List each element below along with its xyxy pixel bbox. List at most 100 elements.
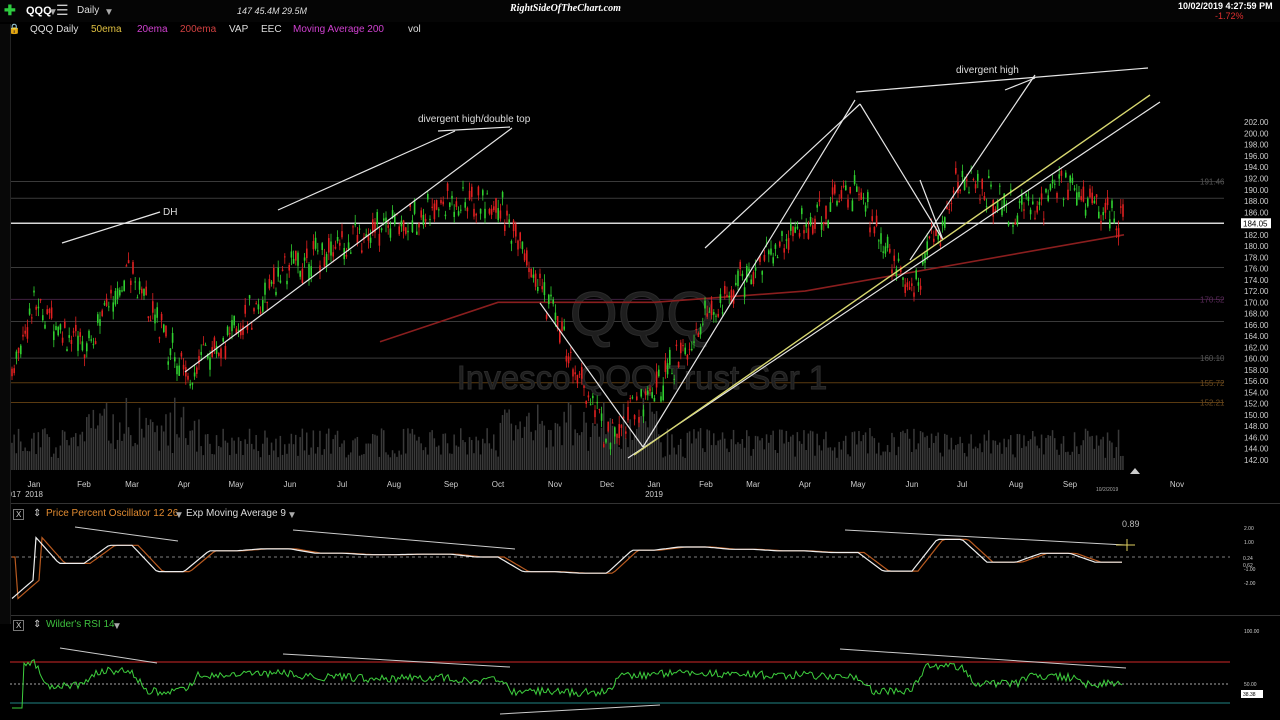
candle-body — [974, 184, 977, 189]
rsi-dropdown-icon[interactable]: ▼ — [112, 621, 122, 632]
overlay-label-7[interactable]: vol — [408, 24, 421, 35]
rsi-close-icon[interactable]: X — [13, 620, 25, 631]
volume-bar — [684, 457, 686, 470]
volume-bar — [147, 425, 150, 470]
overlay-label-6[interactable]: Moving Average 200 — [293, 24, 384, 35]
candle-body — [1095, 194, 1098, 198]
symbol-dropdown-icon[interactable]: ▼ — [48, 7, 58, 18]
y-tick-label: 164.00 — [1244, 332, 1269, 341]
candle-body — [13, 368, 15, 374]
volume-bar — [112, 414, 114, 470]
candle-body — [526, 250, 528, 266]
trendline — [919, 179, 944, 241]
candle-body — [886, 236, 889, 248]
volume-bar — [831, 450, 834, 470]
volume-bar — [68, 445, 70, 470]
volume-bar — [523, 426, 526, 470]
volume-bar — [409, 433, 411, 470]
ppo-drag-icon[interactable]: ⇕ — [33, 508, 42, 519]
candle-body — [207, 354, 209, 359]
volume-bar — [202, 455, 205, 470]
ppo-close-icon[interactable]: X — [13, 509, 25, 520]
volume-bar — [303, 450, 306, 470]
candle-body — [897, 258, 900, 261]
overlay-label-3[interactable]: 200ema — [180, 24, 217, 35]
candle-body — [979, 199, 981, 201]
volume-bar — [374, 434, 376, 470]
volume-bar — [761, 438, 763, 470]
volume-bar — [477, 440, 480, 470]
rsi-divergence-line — [59, 647, 158, 664]
trendline — [437, 126, 511, 132]
overlay-label-5[interactable]: EEC — [261, 24, 282, 35]
x-tick-year-prefix: 2017 — [3, 490, 21, 499]
candle-body — [405, 227, 407, 234]
volume-bar — [31, 438, 33, 470]
volume-bar — [508, 409, 510, 470]
overlay-label-1[interactable]: 50ema — [91, 24, 122, 35]
volume-bar — [787, 441, 790, 470]
volume-bar — [792, 434, 794, 470]
ppo-ma-label[interactable]: Exp Moving Average 9 — [186, 508, 286, 519]
candle-body — [1054, 183, 1056, 185]
y-tick-label: 186.00 — [1244, 208, 1269, 217]
volume-bar — [611, 425, 614, 470]
y-tick-label: 156.00 — [1244, 377, 1269, 386]
volume-bar — [493, 434, 495, 470]
ppo-dropdown-icon[interactable]: ▼ — [174, 510, 184, 521]
overlay-qqq-daily[interactable]: 🔒 — [8, 24, 20, 35]
candle-body — [994, 208, 997, 213]
candle-body — [1038, 201, 1041, 205]
candle-body — [1093, 200, 1096, 204]
candle-body — [611, 422, 614, 424]
candle-body — [121, 290, 123, 292]
candle-body — [721, 312, 724, 314]
volume-bar — [251, 443, 253, 470]
volume-bar — [361, 454, 363, 470]
volume-bar — [655, 411, 658, 470]
volume-bar — [774, 450, 777, 470]
candle-body — [581, 367, 583, 379]
volume-bar — [244, 439, 246, 470]
symbol-input[interactable]: QQQ — [26, 5, 52, 17]
rsi-drag-icon[interactable]: ⇕ — [33, 619, 42, 630]
candle-body — [1018, 201, 1021, 203]
side-toolbar[interactable] — [0, 24, 11, 624]
candle-body — [809, 216, 812, 226]
candle-body — [1062, 199, 1065, 201]
ppo-ma-dropdown-icon[interactable]: ▼ — [287, 510, 297, 521]
add-chart-icon[interactable]: ✚ — [4, 2, 16, 18]
volume-bar — [911, 451, 913, 470]
candle-body — [246, 325, 249, 330]
rsi-label[interactable]: Wilder's RSI 14 — [46, 619, 115, 630]
ppo-label[interactable]: Price Percent Oscillator 12 26 — [46, 508, 179, 519]
volume-bar — [721, 432, 724, 470]
candle-body — [519, 232, 521, 241]
candle-body — [218, 353, 220, 356]
volume-bar — [119, 422, 121, 470]
candle-body — [317, 250, 319, 252]
candle-body — [616, 433, 618, 438]
interval-dropdown-icon[interactable]: ▼ — [104, 7, 114, 18]
y-tick-label: 190.00 — [1244, 186, 1269, 195]
rsi-value-label: 38.38 — [1243, 692, 1256, 698]
candle-body — [204, 344, 207, 346]
volume-bar — [867, 453, 869, 470]
ppo-mark-label: 0.62 — [1243, 563, 1253, 569]
y-tick-label: 192.00 — [1244, 175, 1269, 184]
candle-body — [955, 167, 957, 174]
overlay-label-0[interactable]: QQQ Daily — [30, 24, 79, 35]
menu-icon[interactable]: ☰ — [56, 2, 69, 18]
interval-select[interactable]: Daily — [77, 5, 100, 16]
candle-body — [123, 280, 125, 291]
volume-bar — [935, 435, 937, 470]
overlay-label-2[interactable]: 20ema — [137, 24, 168, 35]
overlay-label-4[interactable]: VAP — [229, 24, 249, 35]
candle-body — [829, 202, 832, 212]
candle-body — [1089, 188, 1091, 198]
volume-bar — [922, 432, 924, 470]
volume-bar — [829, 447, 832, 470]
ema-200-line — [379, 234, 1125, 343]
trendline — [539, 302, 644, 448]
